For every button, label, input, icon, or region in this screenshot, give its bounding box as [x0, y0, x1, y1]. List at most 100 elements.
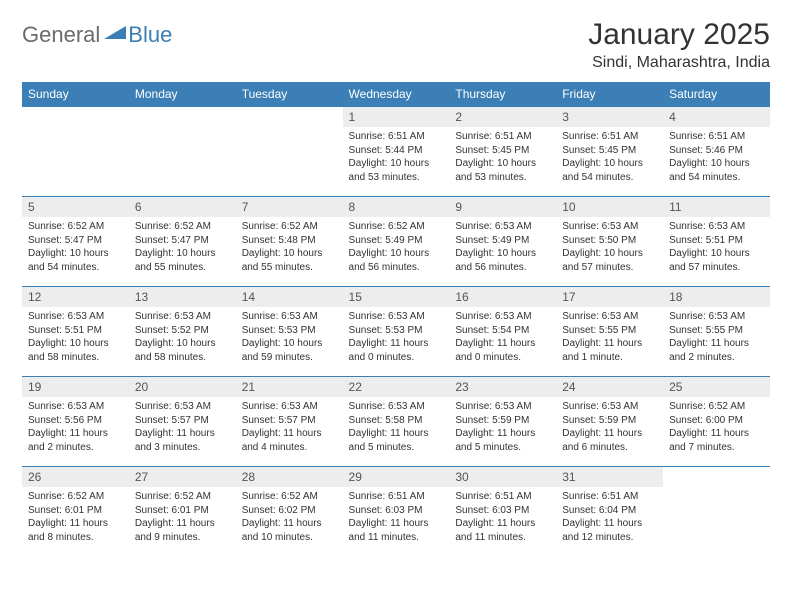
- day-cell: 24Sunrise: 6:53 AMSunset: 5:59 PMDayligh…: [556, 377, 663, 467]
- day-cell: 13Sunrise: 6:53 AMSunset: 5:52 PMDayligh…: [129, 287, 236, 377]
- day-number: 27: [129, 467, 236, 487]
- calendar-row: 26Sunrise: 6:52 AMSunset: 6:01 PMDayligh…: [22, 467, 770, 557]
- day-number: 9: [449, 197, 556, 217]
- day-number: 1: [343, 107, 450, 127]
- day-number: 10: [556, 197, 663, 217]
- brand-part2: Blue: [128, 22, 172, 48]
- weekday-header: Sunday: [22, 82, 129, 107]
- day-details: Sunrise: 6:53 AMSunset: 5:57 PMDaylight:…: [129, 397, 236, 457]
- day-details: Sunrise: 6:53 AMSunset: 5:56 PMDaylight:…: [22, 397, 129, 457]
- day-cell: 9Sunrise: 6:53 AMSunset: 5:49 PMDaylight…: [449, 197, 556, 287]
- weekday-header: Tuesday: [236, 82, 343, 107]
- day-details: Sunrise: 6:53 AMSunset: 5:51 PMDaylight:…: [22, 307, 129, 367]
- day-details: Sunrise: 6:51 AMSunset: 5:45 PMDaylight:…: [449, 127, 556, 187]
- day-details: Sunrise: 6:53 AMSunset: 5:59 PMDaylight:…: [449, 397, 556, 457]
- day-number: 29: [343, 467, 450, 487]
- day-details: Sunrise: 6:52 AMSunset: 5:47 PMDaylight:…: [22, 217, 129, 277]
- weekday-header: Wednesday: [343, 82, 450, 107]
- day-number: 28: [236, 467, 343, 487]
- day-details: Sunrise: 6:53 AMSunset: 5:51 PMDaylight:…: [663, 217, 770, 277]
- day-details: Sunrise: 6:51 AMSunset: 6:03 PMDaylight:…: [449, 487, 556, 547]
- day-cell: 31Sunrise: 6:51 AMSunset: 6:04 PMDayligh…: [556, 467, 663, 557]
- day-cell: 5Sunrise: 6:52 AMSunset: 5:47 PMDaylight…: [22, 197, 129, 287]
- day-details: Sunrise: 6:52 AMSunset: 6:01 PMDaylight:…: [129, 487, 236, 547]
- day-number: 31: [556, 467, 663, 487]
- day-details: Sunrise: 6:52 AMSunset: 6:01 PMDaylight:…: [22, 487, 129, 547]
- day-number: 18: [663, 287, 770, 307]
- day-number: 13: [129, 287, 236, 307]
- day-details: Sunrise: 6:53 AMSunset: 5:59 PMDaylight:…: [556, 397, 663, 457]
- day-cell: 28Sunrise: 6:52 AMSunset: 6:02 PMDayligh…: [236, 467, 343, 557]
- day-cell: 30Sunrise: 6:51 AMSunset: 6:03 PMDayligh…: [449, 467, 556, 557]
- day-cell: 14Sunrise: 6:53 AMSunset: 5:53 PMDayligh…: [236, 287, 343, 377]
- day-cell: 26Sunrise: 6:52 AMSunset: 6:01 PMDayligh…: [22, 467, 129, 557]
- day-cell: 21Sunrise: 6:53 AMSunset: 5:57 PMDayligh…: [236, 377, 343, 467]
- day-cell: 20Sunrise: 6:53 AMSunset: 5:57 PMDayligh…: [129, 377, 236, 467]
- day-details: Sunrise: 6:52 AMSunset: 6:00 PMDaylight:…: [663, 397, 770, 457]
- day-number: 5: [22, 197, 129, 217]
- day-number: 17: [556, 287, 663, 307]
- day-details: Sunrise: 6:53 AMSunset: 5:53 PMDaylight:…: [343, 307, 450, 367]
- day-cell: 17Sunrise: 6:53 AMSunset: 5:55 PMDayligh…: [556, 287, 663, 377]
- day-details: Sunrise: 6:51 AMSunset: 5:45 PMDaylight:…: [556, 127, 663, 187]
- location-label: Sindi, Maharashtra, India: [588, 54, 770, 72]
- day-number: 8: [343, 197, 450, 217]
- day-details: Sunrise: 6:52 AMSunset: 5:49 PMDaylight:…: [343, 217, 450, 277]
- day-number: 21: [236, 377, 343, 397]
- day-number: 26: [22, 467, 129, 487]
- day-cell: 25Sunrise: 6:52 AMSunset: 6:00 PMDayligh…: [663, 377, 770, 467]
- day-details: Sunrise: 6:53 AMSunset: 5:58 PMDaylight:…: [343, 397, 450, 457]
- day-cell: 29Sunrise: 6:51 AMSunset: 6:03 PMDayligh…: [343, 467, 450, 557]
- day-number: 4: [663, 107, 770, 127]
- day-number: 3: [556, 107, 663, 127]
- logo-triangle-icon: [104, 19, 126, 45]
- brand-part1: General: [22, 22, 100, 48]
- day-cell: 2Sunrise: 6:51 AMSunset: 5:45 PMDaylight…: [449, 107, 556, 197]
- day-details: Sunrise: 6:53 AMSunset: 5:54 PMDaylight:…: [449, 307, 556, 367]
- blank-cell: [236, 107, 343, 197]
- day-details: Sunrise: 6:53 AMSunset: 5:49 PMDaylight:…: [449, 217, 556, 277]
- calendar-body: 1Sunrise: 6:51 AMSunset: 5:44 PMDaylight…: [22, 107, 770, 557]
- weekday-header: Friday: [556, 82, 663, 107]
- day-number: 7: [236, 197, 343, 217]
- day-details: Sunrise: 6:52 AMSunset: 5:47 PMDaylight:…: [129, 217, 236, 277]
- calendar-head: SundayMondayTuesdayWednesdayThursdayFrid…: [22, 82, 770, 107]
- day-cell: 10Sunrise: 6:53 AMSunset: 5:50 PMDayligh…: [556, 197, 663, 287]
- day-number: 14: [236, 287, 343, 307]
- day-cell: 19Sunrise: 6:53 AMSunset: 5:56 PMDayligh…: [22, 377, 129, 467]
- day-cell: 23Sunrise: 6:53 AMSunset: 5:59 PMDayligh…: [449, 377, 556, 467]
- blank-cell: [129, 107, 236, 197]
- day-cell: 16Sunrise: 6:53 AMSunset: 5:54 PMDayligh…: [449, 287, 556, 377]
- header: General Blue January 2025 Sindi, Maharas…: [22, 18, 770, 72]
- day-details: Sunrise: 6:53 AMSunset: 5:57 PMDaylight:…: [236, 397, 343, 457]
- day-number: 6: [129, 197, 236, 217]
- day-number: 2: [449, 107, 556, 127]
- day-details: Sunrise: 6:51 AMSunset: 5:46 PMDaylight:…: [663, 127, 770, 187]
- day-number: 20: [129, 377, 236, 397]
- day-number: 22: [343, 377, 450, 397]
- title-block: January 2025 Sindi, Maharashtra, India: [588, 18, 770, 72]
- calendar-row: 5Sunrise: 6:52 AMSunset: 5:47 PMDaylight…: [22, 197, 770, 287]
- day-details: Sunrise: 6:53 AMSunset: 5:55 PMDaylight:…: [663, 307, 770, 367]
- weekday-header: Thursday: [449, 82, 556, 107]
- calendar-page: General Blue January 2025 Sindi, Maharas…: [0, 0, 792, 575]
- day-number: 23: [449, 377, 556, 397]
- day-details: Sunrise: 6:53 AMSunset: 5:53 PMDaylight:…: [236, 307, 343, 367]
- day-details: Sunrise: 6:52 AMSunset: 6:02 PMDaylight:…: [236, 487, 343, 547]
- day-number: 25: [663, 377, 770, 397]
- day-details: Sunrise: 6:53 AMSunset: 5:52 PMDaylight:…: [129, 307, 236, 367]
- day-cell: 6Sunrise: 6:52 AMSunset: 5:47 PMDaylight…: [129, 197, 236, 287]
- day-number: 12: [22, 287, 129, 307]
- day-cell: 7Sunrise: 6:52 AMSunset: 5:48 PMDaylight…: [236, 197, 343, 287]
- month-title: January 2025: [588, 18, 770, 52]
- day-cell: 18Sunrise: 6:53 AMSunset: 5:55 PMDayligh…: [663, 287, 770, 377]
- calendar-table: SundayMondayTuesdayWednesdayThursdayFrid…: [22, 82, 770, 557]
- blank-cell: [22, 107, 129, 197]
- calendar-row: 19Sunrise: 6:53 AMSunset: 5:56 PMDayligh…: [22, 377, 770, 467]
- day-cell: 11Sunrise: 6:53 AMSunset: 5:51 PMDayligh…: [663, 197, 770, 287]
- weekday-header: Monday: [129, 82, 236, 107]
- day-details: Sunrise: 6:51 AMSunset: 6:04 PMDaylight:…: [556, 487, 663, 547]
- day-cell: 15Sunrise: 6:53 AMSunset: 5:53 PMDayligh…: [343, 287, 450, 377]
- day-details: Sunrise: 6:51 AMSunset: 6:03 PMDaylight:…: [343, 487, 450, 547]
- day-cell: 27Sunrise: 6:52 AMSunset: 6:01 PMDayligh…: [129, 467, 236, 557]
